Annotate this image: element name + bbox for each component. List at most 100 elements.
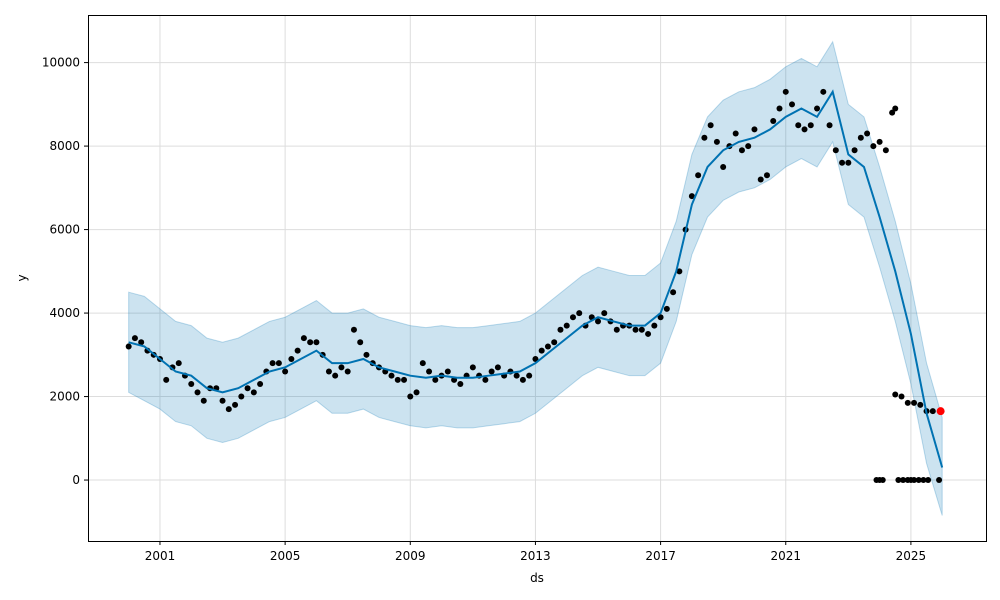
observed-point	[188, 381, 195, 388]
observed-point	[300, 335, 307, 342]
observed-point	[138, 339, 145, 346]
observed-point	[701, 134, 708, 141]
observed-point	[601, 310, 608, 317]
observed-point	[613, 326, 620, 333]
observed-point	[344, 368, 351, 375]
observed-point	[407, 393, 414, 400]
observed-point	[676, 268, 683, 275]
observed-point	[782, 88, 789, 95]
observed-point	[839, 159, 846, 166]
x-tick-label: 2009	[395, 549, 426, 563]
observed-point	[801, 126, 808, 133]
y-tick-label: 4000	[49, 306, 80, 320]
observed-point	[595, 318, 602, 325]
observed-point	[131, 335, 138, 342]
observed-point	[688, 193, 695, 200]
observed-point	[776, 105, 783, 112]
observed-point	[551, 339, 558, 346]
forecast-yhat-line	[128, 89, 944, 468]
uncertainty-band-area	[128, 40, 943, 516]
x-tick-label: 2005	[270, 549, 301, 563]
x-tick-label: 2017	[645, 549, 676, 563]
observed-point	[401, 376, 408, 383]
observed-point	[638, 326, 645, 333]
forecast-line	[128, 89, 944, 468]
y-tick-label: 6000	[49, 223, 80, 237]
observed-point	[426, 368, 433, 375]
observed-point	[469, 364, 476, 371]
observed-point	[915, 477, 922, 484]
observed-point	[732, 130, 739, 137]
x-tick-label: 2013	[520, 549, 551, 563]
observed-point	[125, 343, 132, 350]
observed-point	[288, 355, 295, 362]
observed-point	[232, 401, 239, 408]
observed-point	[763, 172, 770, 179]
observed-point	[720, 163, 727, 170]
y-tick-label: 0	[72, 473, 80, 487]
observed-point	[569, 314, 576, 321]
observed-point	[864, 130, 871, 137]
observed-point	[163, 376, 170, 383]
observed-point	[807, 122, 814, 129]
observed-point	[879, 477, 886, 484]
observed-point	[194, 389, 201, 396]
observed-point	[757, 176, 764, 183]
observed-point	[920, 477, 927, 484]
observed-point	[651, 322, 658, 329]
observed-point	[257, 381, 264, 388]
y-axis-label: y	[15, 274, 29, 281]
observed-point	[457, 381, 464, 388]
observed-point	[488, 368, 495, 375]
y-tick-label: 10000	[42, 56, 80, 70]
observed-point	[576, 310, 583, 317]
observed-point	[432, 376, 439, 383]
observed-point	[892, 105, 899, 112]
observed-point	[670, 289, 677, 296]
observed-point	[898, 393, 905, 400]
observed-point	[244, 385, 251, 392]
observed-point	[494, 364, 501, 371]
observed-point	[900, 477, 907, 484]
y-axis-ticks: 0 2000 4000 6000 8000 10000	[42, 56, 88, 487]
observed-point	[350, 326, 357, 333]
observed-point	[936, 477, 943, 484]
observed-point	[911, 399, 918, 406]
x-tick-label: 2025	[896, 549, 927, 563]
observed-point	[282, 368, 289, 375]
observed-point	[882, 147, 889, 154]
observed-point	[845, 159, 852, 166]
observed-point	[663, 305, 670, 312]
observed-point	[851, 147, 858, 154]
observed-point	[175, 360, 182, 367]
observed-point	[269, 360, 276, 367]
observed-point	[338, 364, 345, 371]
highlight-point-marker	[936, 407, 945, 416]
x-axis-label: ds	[530, 571, 544, 585]
observed-point	[751, 126, 758, 133]
observed-point	[795, 122, 802, 129]
observed-point	[200, 397, 207, 404]
observed-point	[738, 147, 745, 154]
observed-point	[789, 101, 796, 108]
observed-point	[917, 401, 924, 408]
x-tick-label: 2001	[145, 549, 176, 563]
observed-point	[394, 376, 401, 383]
observed-point	[826, 122, 833, 129]
x-axis-ticks: 2001 2005 2009 2013 2017 2021 2025	[145, 541, 926, 563]
observed-point	[275, 360, 282, 367]
observed-point	[307, 339, 314, 346]
observed-point	[745, 143, 752, 150]
highlight-point	[936, 407, 945, 416]
observed-point	[695, 172, 702, 179]
observed-point	[820, 88, 827, 95]
observed-point	[857, 134, 864, 141]
observed-point	[363, 351, 370, 358]
observed-point	[707, 122, 714, 129]
y-tick-label: 2000	[49, 390, 80, 404]
observed-point	[250, 389, 257, 396]
observed-point	[444, 368, 451, 375]
observed-point	[332, 372, 339, 379]
observed-point	[388, 372, 395, 379]
